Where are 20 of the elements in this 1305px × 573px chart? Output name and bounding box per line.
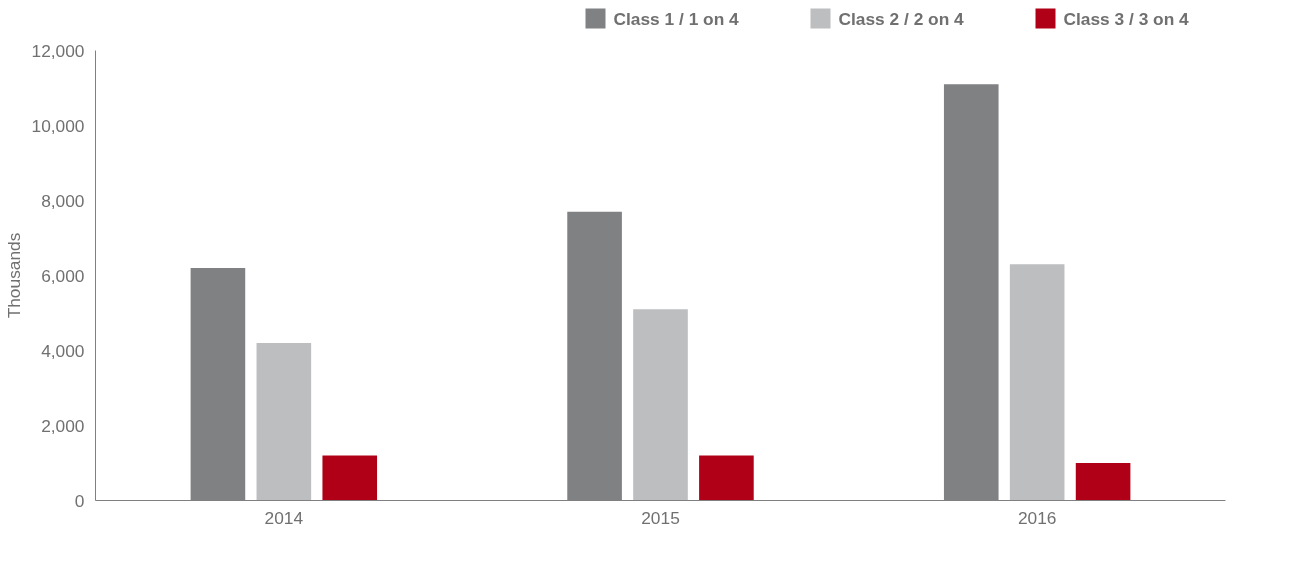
y-tick-label: 12,000 — [31, 40, 85, 61]
bar — [256, 343, 312, 501]
x-tick-label: 2015 — [641, 507, 680, 528]
x-tick-label: 2016 — [1017, 507, 1057, 528]
legend-label: Class 3 / 3 on 4 — [1063, 8, 1190, 29]
bar — [1075, 463, 1131, 501]
bar — [699, 455, 754, 501]
y-tick-label: 2,000 — [41, 415, 85, 436]
bar — [633, 309, 688, 501]
y-tick-label: 6,000 — [41, 265, 85, 286]
legend-label: Class 1 / 1 on 4 — [613, 8, 740, 29]
bar — [322, 455, 378, 501]
y-tick-label: 8,000 — [41, 190, 85, 211]
y-tick-label: 10,000 — [31, 115, 85, 136]
bar — [1009, 264, 1065, 501]
y-axis-title: Thousands — [3, 232, 24, 319]
y-tick-label: 0 — [74, 490, 85, 511]
y-tick-label: 4,000 — [41, 340, 85, 361]
legend-label: Class 2 / 2 on 4 — [838, 8, 965, 29]
x-tick-label: 2014 — [264, 507, 304, 528]
